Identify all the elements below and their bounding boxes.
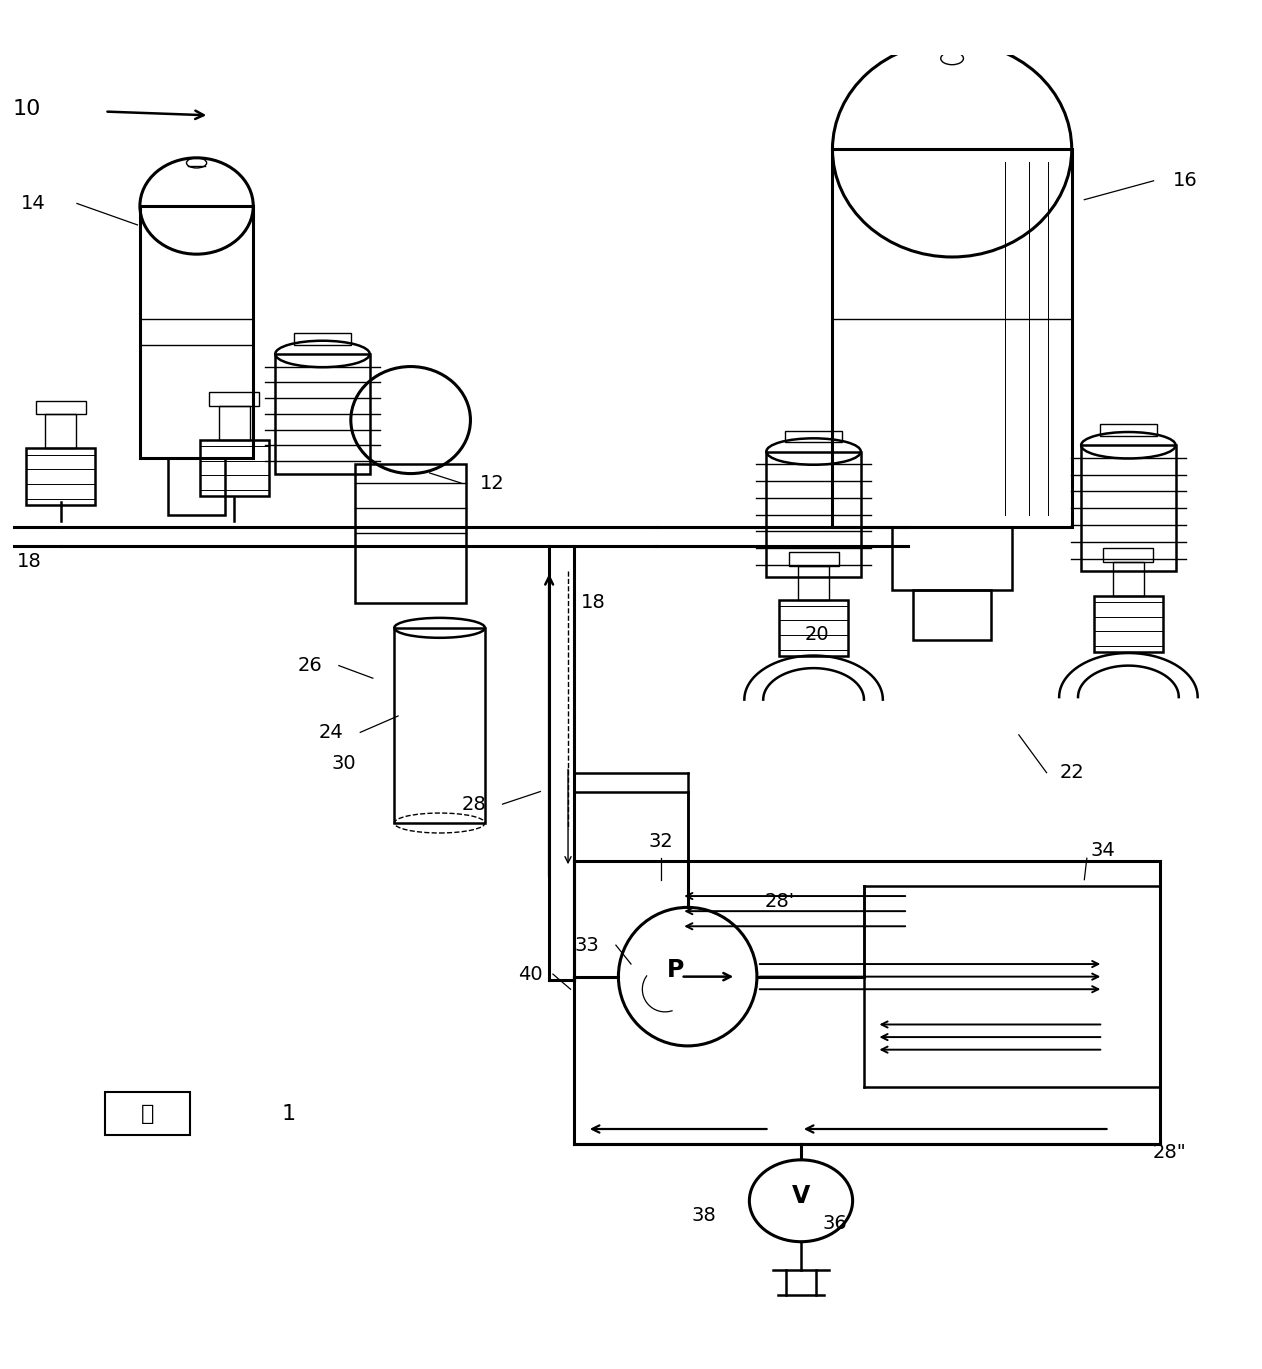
Ellipse shape (750, 1160, 853, 1242)
Bar (35, 401, 86, 415)
Text: 14: 14 (20, 194, 45, 214)
Circle shape (618, 908, 757, 1046)
Bar (45, 415, 76, 449)
Bar (766, 452, 861, 578)
Text: P: P (666, 958, 684, 983)
Text: 10: 10 (13, 99, 40, 119)
Text: 40: 40 (517, 965, 543, 983)
Text: 28: 28 (461, 794, 486, 813)
Bar (1094, 596, 1164, 653)
Text: 18: 18 (581, 593, 606, 612)
Text: 图: 图 (141, 1103, 154, 1124)
Text: 28": 28" (1153, 1143, 1186, 1162)
Bar (785, 431, 842, 442)
Bar (892, 527, 1012, 590)
Bar (355, 464, 466, 602)
Bar (168, 457, 225, 515)
Bar (394, 628, 485, 823)
Text: 20: 20 (805, 624, 829, 643)
Bar (789, 552, 838, 565)
Bar (27, 449, 95, 505)
Bar (914, 590, 991, 641)
Bar (140, 205, 254, 457)
Text: 12: 12 (480, 474, 505, 493)
Bar (105, 1092, 191, 1135)
Bar (218, 405, 250, 439)
Bar (209, 392, 259, 405)
Text: 38: 38 (692, 1206, 717, 1225)
Text: 16: 16 (1172, 171, 1198, 190)
Bar (1100, 424, 1157, 435)
Bar (294, 333, 351, 345)
Text: 18: 18 (16, 552, 42, 571)
Bar (833, 149, 1071, 527)
Text: 33: 33 (574, 935, 599, 954)
Bar (1113, 561, 1143, 596)
Bar (199, 439, 269, 496)
Text: 1: 1 (281, 1103, 295, 1124)
Text: 36: 36 (823, 1214, 847, 1233)
Text: 24: 24 (319, 723, 343, 742)
Text: 22: 22 (1059, 763, 1084, 782)
Bar (1103, 548, 1153, 561)
Bar (798, 565, 829, 600)
Text: V: V (791, 1184, 810, 1207)
Bar (779, 600, 848, 656)
Bar (1082, 445, 1176, 571)
Text: 30: 30 (332, 754, 356, 773)
Bar (275, 355, 370, 474)
Text: 28': 28' (765, 891, 795, 910)
Text: 32: 32 (649, 832, 674, 852)
Text: 34: 34 (1090, 841, 1116, 860)
Text: 26: 26 (298, 656, 322, 675)
